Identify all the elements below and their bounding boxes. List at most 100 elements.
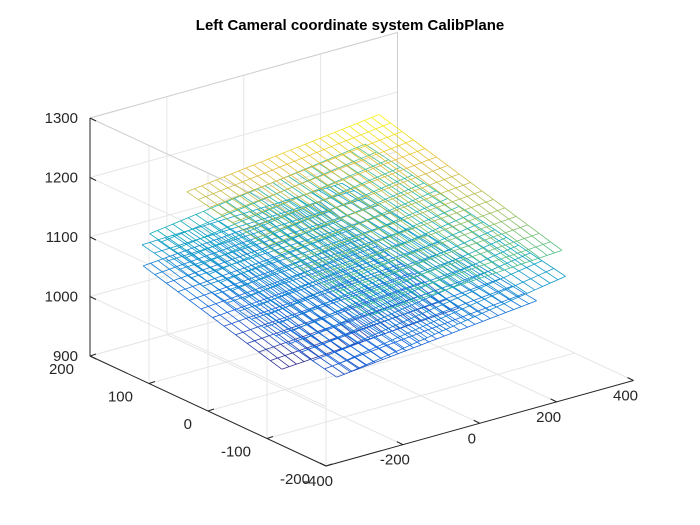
- mesh-line: [203, 210, 216, 220]
- mesh-line: [355, 260, 364, 265]
- mesh-line: [239, 307, 248, 312]
- mesh-line: [346, 137, 354, 142]
- mesh-line: [381, 334, 394, 344]
- mesh-line: [469, 289, 482, 298]
- mesh-line: [231, 173, 243, 183]
- mesh-line: [403, 317, 412, 323]
- mesh-line: [499, 278, 513, 287]
- mesh-line: [502, 248, 511, 253]
- mesh-line: [355, 354, 364, 358]
- mesh-line: [520, 224, 528, 228]
- mesh-line: [464, 290, 473, 295]
- mesh-line: [417, 259, 426, 264]
- mesh-line: [181, 253, 190, 257]
- mesh-line: [499, 291, 512, 301]
- mesh-line: [284, 212, 293, 217]
- mesh-line: [427, 193, 441, 203]
- mesh-line: [344, 225, 353, 230]
- mesh-line: [219, 314, 232, 324]
- mesh-line: [395, 181, 404, 186]
- mesh-line: [374, 214, 382, 219]
- mesh-line: [352, 274, 361, 279]
- mesh-line: [333, 296, 342, 301]
- mesh-line: [311, 191, 324, 201]
- mesh-line: [262, 208, 270, 212]
- mesh-line: [413, 276, 426, 286]
- mesh-line: [408, 242, 421, 251]
- mesh-line: [210, 283, 223, 293]
- mesh-line: [363, 256, 372, 261]
- mesh-line: [275, 307, 284, 313]
- mesh-line: [401, 266, 410, 270]
- mesh-line: [501, 245, 514, 255]
- mesh-line: [429, 181, 438, 186]
- mesh-line: [307, 177, 316, 182]
- mesh-line: [487, 272, 496, 276]
- mesh-line: [194, 244, 203, 248]
- mesh-line: [226, 227, 240, 236]
- mesh-line: [177, 291, 190, 301]
- mesh-line: [339, 218, 352, 228]
- mesh-line: [339, 323, 352, 333]
- mesh-line: [467, 218, 476, 222]
- mesh-line: [421, 295, 430, 299]
- mesh-line: [226, 201, 239, 211]
- mesh-line: [356, 312, 365, 317]
- mesh-line: [518, 267, 527, 272]
- mesh-line: [257, 326, 270, 336]
- mesh-line: [340, 270, 353, 279]
- mesh-line: [553, 268, 566, 277]
- mesh-line: [384, 307, 393, 312]
- mesh-line: [218, 220, 232, 230]
- mesh-line: [184, 257, 198, 267]
- mesh-line: [378, 283, 387, 288]
- mesh-line: [346, 215, 360, 224]
- mesh-line: [547, 252, 555, 256]
- mesh-line: [255, 276, 268, 286]
- mesh-line: [161, 268, 170, 273]
- mesh-line: [353, 137, 366, 147]
- mesh-line: [405, 276, 414, 281]
- mesh-line: [364, 315, 378, 325]
- mesh-line: [284, 352, 293, 356]
- mesh-line: [528, 246, 536, 250]
- mesh-line: [314, 321, 327, 331]
- mesh-line: [452, 223, 461, 227]
- mesh-line: [430, 319, 439, 324]
- mesh-line: [324, 276, 338, 286]
- mesh-line: [483, 240, 496, 250]
- mesh-line: [350, 176, 363, 186]
- mesh-line: [343, 252, 352, 257]
- mesh-line: [254, 251, 263, 256]
- mesh-line: [397, 232, 410, 241]
- mesh-line: [413, 162, 422, 166]
- mesh-line: [358, 195, 367, 200]
- mesh-line: [336, 284, 349, 294]
- mesh-line: [531, 235, 544, 245]
- mesh-line: [143, 262, 151, 267]
- mesh-line: [278, 293, 291, 304]
- mesh-line: [375, 290, 384, 295]
- mesh-line: [285, 292, 294, 296]
- mesh-line: [316, 149, 325, 153]
- mesh-line: [333, 242, 346, 251]
- mesh-line: [334, 265, 343, 270]
- mesh-line: [292, 352, 305, 362]
- mesh-line: [289, 305, 303, 315]
- mesh-line: [321, 252, 334, 263]
- mesh-line: [187, 249, 200, 259]
- mesh-line: [270, 357, 278, 361]
- mesh-line: [277, 244, 290, 254]
- mesh-line: [360, 268, 369, 272]
- mesh-line: [360, 271, 373, 280]
- mesh-line: [318, 223, 327, 227]
- mesh-line: [490, 237, 503, 247]
- mesh-line: [315, 263, 328, 272]
- mesh-line: [326, 325, 335, 330]
- mesh-line: [307, 218, 319, 227]
- mesh-line: [448, 261, 461, 270]
- mesh-line: [369, 205, 383, 215]
- mesh-line: [274, 240, 282, 244]
- mesh-line: [211, 289, 220, 293]
- mesh-line: [409, 240, 422, 249]
